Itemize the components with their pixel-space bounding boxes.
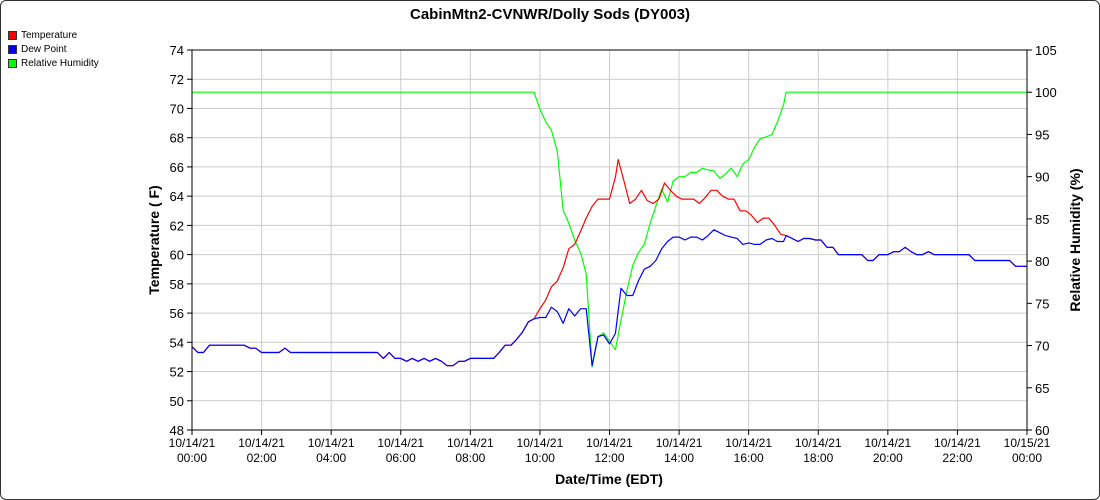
legend-item-relative-humidity: Relative Humidity	[8, 56, 99, 70]
y-tick-label: 48	[170, 423, 184, 438]
y2-tick-label: 65	[1035, 381, 1049, 396]
x-tick-label-date: 10/14/21	[377, 436, 424, 450]
x-tick-label-time: 02:00	[247, 451, 277, 465]
y-tick-label: 58	[170, 277, 184, 292]
y-tick-label: 66	[170, 160, 184, 175]
series-line-dew-point	[191, 229, 1027, 367]
y-tick-label: 60	[170, 248, 184, 263]
x-tick-label-date: 10/14/21	[586, 436, 633, 450]
x-tick-label-date: 10/14/21	[934, 436, 981, 450]
series-layer	[191, 91, 1027, 368]
x-tick-label-date: 10/14/21	[725, 436, 772, 450]
legend-swatch-relative-humidity	[8, 58, 17, 68]
y-tick-label: 72	[170, 72, 184, 87]
legend-label-dew-point: Dew Point	[21, 43, 67, 55]
y-tick-label: 64	[170, 189, 184, 204]
y-tick-label: 68	[170, 131, 184, 146]
chart-title: CabinMtn2-CVNWR/Dolly Sods (DY003)	[410, 6, 690, 23]
legend-item-dew-point: Dew Point	[8, 42, 99, 56]
y2-tick-label: 105	[1035, 43, 1057, 58]
grid	[191, 49, 1028, 431]
y2-tick-label: 75	[1035, 296, 1049, 311]
x-tick-label-date: 10/14/21	[308, 436, 355, 450]
y2-tick-label: 85	[1035, 212, 1049, 227]
y2-tick-label: 70	[1035, 339, 1049, 354]
x-tick-label-time: 20:00	[873, 451, 903, 465]
y-tick-label: 52	[170, 365, 184, 380]
y-tick-label: 56	[170, 306, 184, 321]
legend-label-temperature: Temperature	[21, 29, 78, 41]
x-tick-label-time: 12:00	[594, 451, 624, 465]
x-tick-label-date: 10/14/21	[864, 436, 911, 450]
y2-tick-label: 80	[1035, 254, 1049, 269]
legend: Temperature Dew Point Relative Humidity	[8, 28, 99, 70]
x-axis-ticks: 10/14/2100:0010/14/2102:0010/14/2104:001…	[169, 430, 1051, 465]
x-tick-label-date: 10/14/21	[656, 436, 703, 450]
x-axis-label: Date/Time (EDT)	[555, 471, 663, 487]
y-tick-label: 62	[170, 218, 184, 233]
y-axis-label: Temperature ( F)	[146, 185, 162, 294]
y2-tick-label: 95	[1035, 127, 1049, 142]
legend-item-temperature: Temperature	[8, 28, 99, 42]
x-tick-label-time: 08:00	[455, 451, 485, 465]
y-tick-label: 54	[170, 335, 184, 350]
legend-swatch-temperature	[8, 30, 17, 40]
x-tick-label-date: 10/14/21	[447, 436, 494, 450]
x-tick-label-time: 14:00	[664, 451, 694, 465]
x-tick-label-date: 10/15/21	[1004, 436, 1051, 450]
y-tick-label: 50	[170, 394, 184, 409]
y2-tick-label: 100	[1035, 85, 1057, 100]
x-tick-label-time: 00:00	[1012, 451, 1042, 465]
x-tick-label-date: 10/14/21	[795, 436, 842, 450]
y2-axis-ticks: 60 65 70 75 80 85 90 95 100 105	[1027, 43, 1057, 438]
x-tick-label-time: 22:00	[942, 451, 972, 465]
y2-axis-label: Relative Humidity (%)	[1067, 168, 1083, 311]
x-tick-label-time: 16:00	[734, 451, 764, 465]
x-tick-label-date: 10/14/21	[169, 436, 216, 450]
x-tick-label-time: 18:00	[803, 451, 833, 465]
x-tick-label-time: 00:00	[177, 451, 207, 465]
y2-tick-label: 90	[1035, 170, 1049, 185]
y-tick-label: 74	[170, 43, 184, 58]
y-axis-ticks: 48 50 52 54 56 58 60 62 64 66 68 70 72 74	[170, 43, 192, 438]
x-tick-label-time: 04:00	[316, 451, 346, 465]
x-tick-label-time: 10:00	[525, 451, 555, 465]
legend-swatch-dew-point	[8, 44, 17, 54]
legend-label-relative-humidity: Relative Humidity	[21, 57, 99, 69]
x-tick-label-date: 10/14/21	[238, 436, 285, 450]
y-tick-label: 70	[170, 101, 184, 116]
y2-tick-label: 60	[1035, 423, 1049, 438]
x-tick-label-time: 06:00	[386, 451, 416, 465]
x-tick-label-date: 10/14/21	[517, 436, 564, 450]
